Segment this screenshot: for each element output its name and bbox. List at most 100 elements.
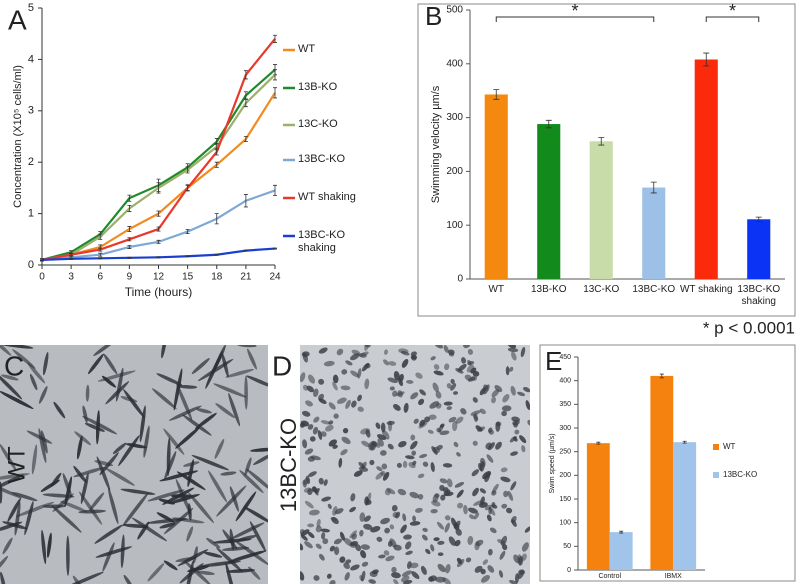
cell (393, 404, 401, 411)
x-tick-label: 6 (97, 272, 103, 283)
cell (122, 492, 149, 527)
cell (146, 518, 188, 524)
cell (359, 529, 364, 537)
image-label: 13BC-KO (276, 418, 301, 512)
cell (439, 478, 448, 484)
cell (509, 366, 514, 372)
cell (334, 546, 340, 556)
cell (315, 525, 322, 533)
bar (484, 94, 508, 279)
x-tick-label: 13BC-KO (632, 284, 676, 295)
cell (468, 507, 478, 514)
cell (454, 539, 461, 547)
error-bar (156, 182, 161, 194)
error-bar (273, 69, 277, 81)
x-tick-label-box: 13B-KO (531, 284, 567, 295)
cell (507, 490, 514, 501)
cell (226, 568, 256, 573)
cell (392, 390, 398, 397)
cell (439, 430, 450, 436)
error-bar (545, 119, 552, 129)
error-bar (185, 255, 190, 258)
cell (409, 562, 419, 569)
cell (188, 492, 215, 524)
cell (27, 362, 46, 384)
cell (431, 446, 438, 455)
cell (349, 506, 356, 513)
cell (422, 461, 429, 467)
cell (406, 561, 412, 569)
cell (361, 440, 371, 448)
cell (333, 413, 339, 419)
cell (63, 571, 104, 584)
error-bar (127, 245, 132, 249)
cell (445, 564, 451, 574)
cell (525, 400, 530, 410)
cell (369, 459, 375, 466)
y-tick-label: 300 (446, 112, 463, 123)
cell (151, 388, 177, 410)
error-bar (185, 184, 190, 191)
cell (314, 487, 320, 494)
cell (0, 390, 34, 410)
cell (228, 392, 241, 427)
cell (452, 420, 458, 432)
y-tick-label: 3 (28, 105, 34, 117)
bar (747, 219, 771, 279)
cell (344, 572, 350, 581)
error-bar (598, 137, 605, 146)
cell (483, 384, 488, 391)
cell (80, 472, 89, 505)
cell (328, 439, 338, 447)
error-bar (127, 226, 132, 232)
cell (225, 368, 254, 378)
cell (42, 493, 75, 498)
cell (472, 440, 478, 446)
cell (400, 524, 407, 534)
bar (694, 59, 718, 279)
cell (131, 517, 168, 542)
error-bar (98, 257, 103, 260)
cell (455, 416, 464, 424)
cell (513, 436, 518, 442)
legend-swatch (713, 444, 719, 450)
cell (455, 368, 464, 374)
panel-letter: E (545, 346, 562, 376)
error-bar (156, 239, 161, 244)
cell (343, 562, 350, 570)
y-tick-label: 0 (457, 274, 463, 285)
cell (304, 541, 313, 549)
cell (520, 346, 526, 358)
error-bar (40, 258, 44, 261)
legend-label: 13B-KO (298, 81, 338, 93)
bar (589, 141, 613, 279)
error-bar (243, 70, 248, 80)
cell (437, 540, 445, 545)
cell (446, 383, 452, 389)
cell (221, 546, 250, 551)
cell (170, 494, 192, 498)
cell (161, 345, 167, 359)
cell (421, 534, 428, 541)
cell (507, 347, 519, 353)
y-tick-label: 0 (28, 259, 34, 271)
cell (387, 377, 398, 384)
cell (363, 523, 373, 530)
cell (220, 471, 237, 476)
cell (481, 574, 490, 583)
cell (480, 496, 485, 506)
cell (380, 422, 386, 433)
cell (391, 572, 401, 579)
cell (428, 414, 437, 420)
cell (444, 515, 451, 521)
cell (397, 488, 407, 496)
cell (168, 405, 202, 421)
cell (521, 445, 526, 453)
cell (41, 529, 47, 565)
error-bar (273, 87, 277, 99)
cell (319, 553, 325, 561)
cell (491, 504, 498, 509)
cell (357, 394, 362, 402)
cell (511, 519, 517, 527)
error-bar (185, 229, 190, 235)
